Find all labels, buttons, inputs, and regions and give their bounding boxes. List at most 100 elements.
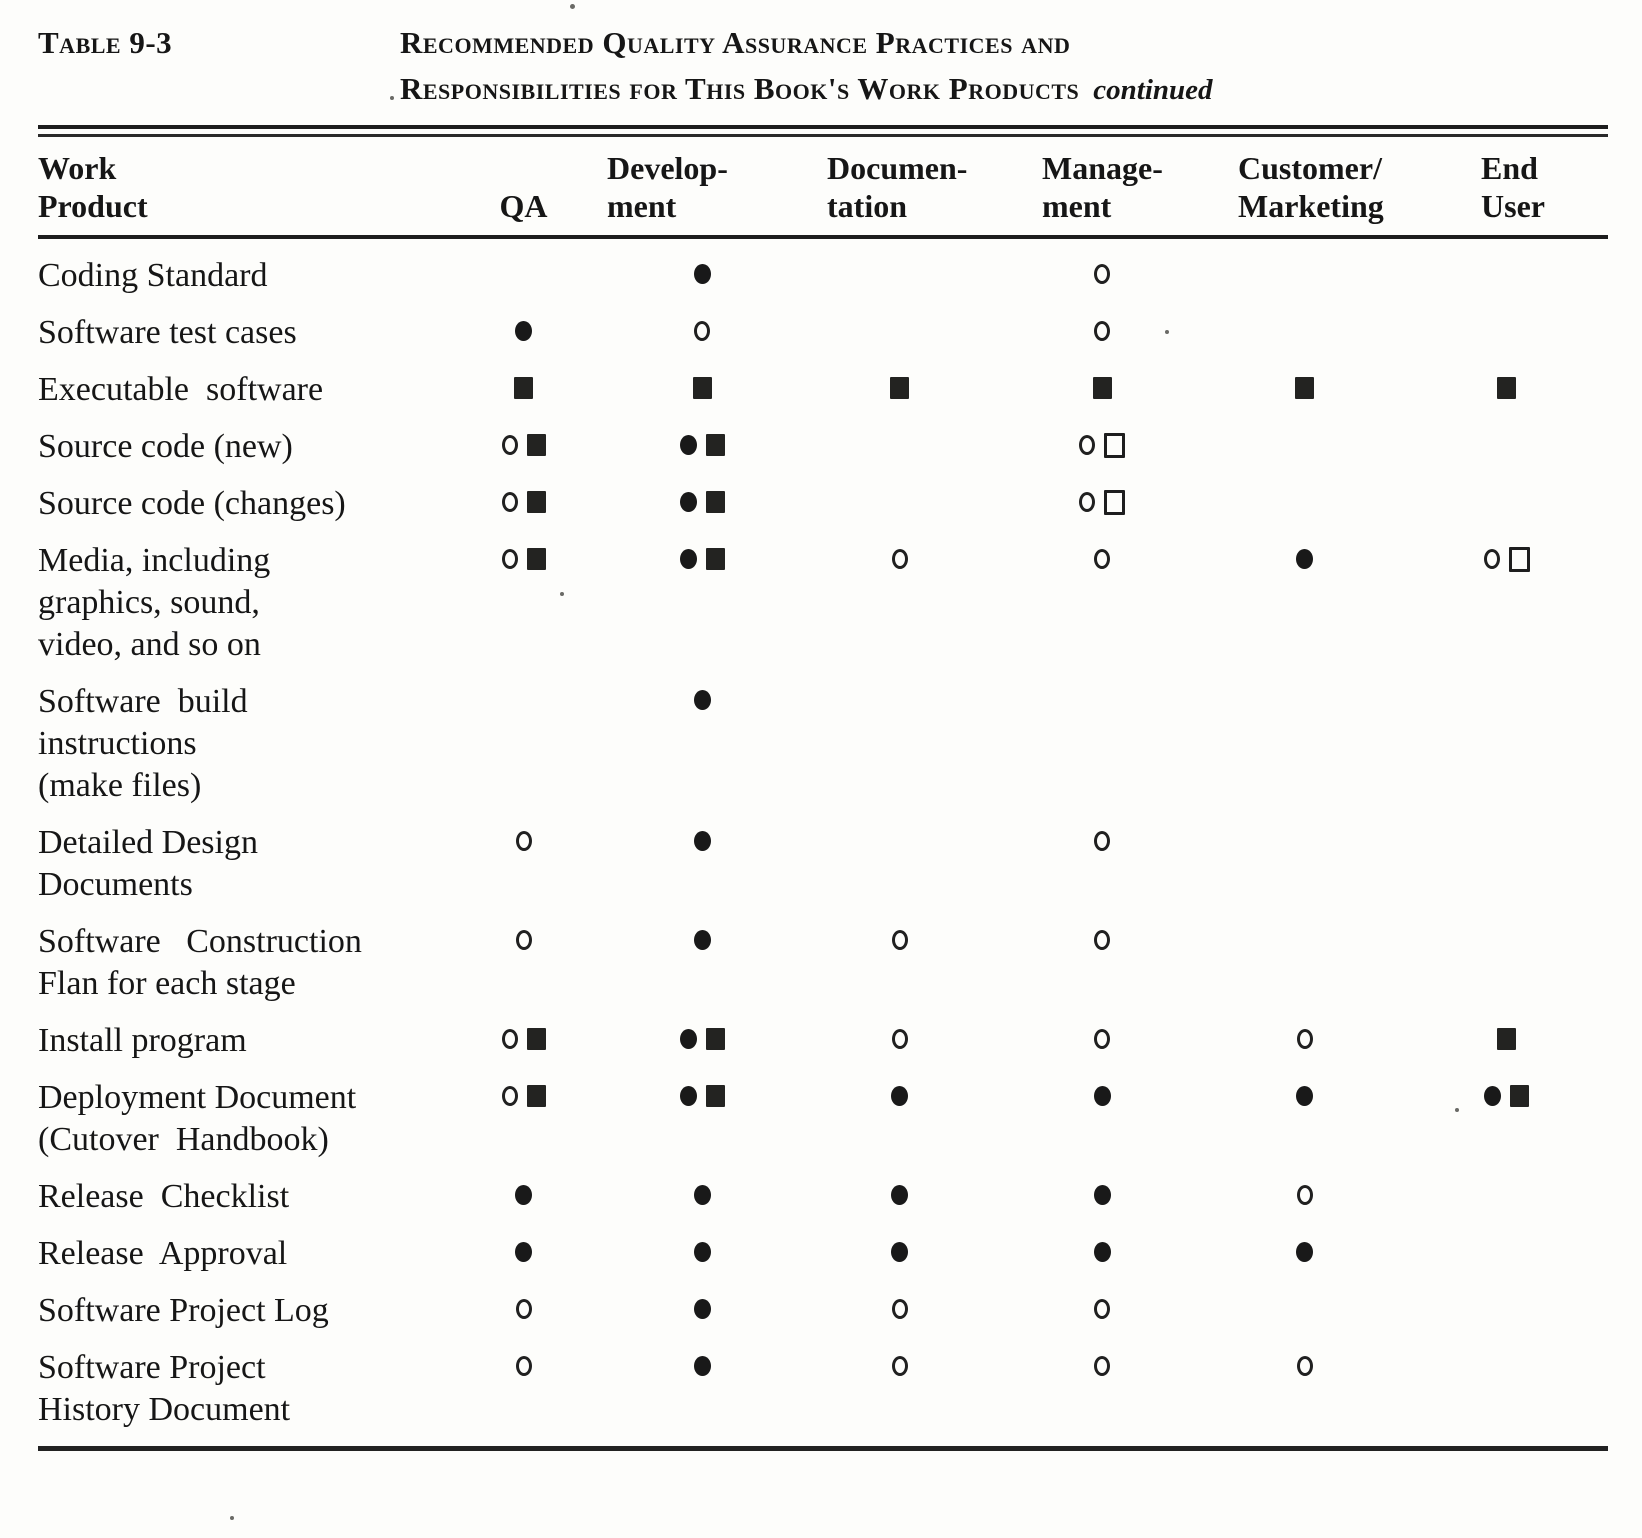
column-header-management: Manage- ment <box>1042 150 1163 224</box>
filled-circle-icon <box>679 1086 697 1106</box>
responsibility-cell <box>440 369 607 411</box>
table-caption-label: Table 9-3 <box>38 25 173 60</box>
responsibility-cell <box>440 1233 607 1275</box>
open-circle-icon <box>891 1356 908 1376</box>
open-circle-icon <box>1094 831 1110 851</box>
responsibility-cell <box>797 1347 1002 1431</box>
responsibility-cell <box>440 255 607 297</box>
filled-circle-icon <box>679 492 697 512</box>
open-square-icon <box>1104 490 1125 515</box>
table-row: Software test cases <box>38 312 1612 354</box>
filled-circle-icon <box>1296 549 1313 569</box>
open-circle-icon <box>1094 930 1110 950</box>
responsibility-cell <box>1202 1176 1407 1218</box>
caption-continued-label: continued <box>1093 74 1213 106</box>
responsibility-cell <box>1407 1233 1606 1275</box>
open-circle-icon <box>515 1356 532 1376</box>
open-circle-icon <box>501 435 518 455</box>
responsibility-cell <box>1407 1020 1606 1062</box>
responsibility-cell <box>440 1347 607 1431</box>
table-body: Coding Standard Software test cases Execut… <box>38 239 1612 1431</box>
scan-speck <box>390 96 394 100</box>
responsibility-cell <box>1002 1233 1202 1275</box>
filled-square-icon <box>514 377 533 399</box>
responsibility-cell <box>440 540 607 666</box>
work-product-label: Source code (changes) <box>38 485 346 522</box>
responsibility-cell <box>1202 1347 1407 1431</box>
filled-square-icon <box>705 548 725 570</box>
work-product-label: Executable software <box>38 371 324 408</box>
responsibility-cell <box>1407 681 1606 807</box>
responsibility-cell <box>607 369 797 411</box>
open-circle-icon <box>501 549 518 569</box>
filled-square-icon <box>526 434 546 456</box>
filled-square-icon <box>705 491 725 513</box>
table-row: Executable software <box>38 369 1612 411</box>
responsibility-cell <box>1407 822 1606 906</box>
responsibility-cell <box>1407 540 1606 666</box>
filled-circle-icon <box>1093 1185 1111 1205</box>
filled-square-icon <box>1497 1028 1516 1050</box>
responsibility-cell <box>1002 1176 1202 1218</box>
responsibility-cell <box>440 426 607 468</box>
column-header-customer-marketing: Customer/ Marketing <box>1238 150 1384 224</box>
open-circle-icon <box>1094 1356 1110 1376</box>
filled-circle-icon <box>891 1242 908 1262</box>
table-row: Software build instructions (make files) <box>38 681 1612 807</box>
open-square-icon <box>1104 433 1125 458</box>
filled-circle-icon <box>1296 1242 1313 1262</box>
responsibility-cell <box>797 1290 1002 1332</box>
open-circle-icon <box>1094 264 1110 284</box>
responsibility-cell <box>607 681 797 807</box>
filled-square-icon <box>1497 377 1516 399</box>
responsibility-cell <box>607 426 797 468</box>
responsibility-cell <box>797 921 1002 1005</box>
responsibility-cell <box>1407 255 1606 297</box>
open-square-icon <box>1508 547 1530 572</box>
table-row: Source code (changes) <box>38 483 1612 525</box>
responsibility-cell <box>797 1176 1002 1218</box>
open-circle-icon <box>1094 1029 1110 1049</box>
responsibility-cell <box>1202 1233 1407 1275</box>
filled-circle-icon <box>515 321 532 341</box>
filled-square-icon <box>705 434 725 456</box>
filled-circle-icon <box>679 549 697 569</box>
responsibility-cell <box>1202 426 1407 468</box>
filled-square-icon <box>526 1028 546 1050</box>
work-product-label: Release Checklist <box>38 1178 290 1215</box>
open-circle-icon <box>501 492 518 512</box>
open-circle-icon <box>1296 1185 1313 1205</box>
open-circle-icon <box>515 930 532 950</box>
scan-speck <box>560 592 564 596</box>
filled-square-icon <box>705 1028 725 1050</box>
filled-square-icon <box>890 377 909 399</box>
responsibility-cell <box>440 312 607 354</box>
responsibility-cell <box>1202 255 1407 297</box>
responsibility-cell <box>797 540 1002 666</box>
bottom-rule <box>38 1446 1608 1451</box>
table-row: Media, including graphics, sound, video,… <box>38 540 1612 666</box>
column-header-development: Develop- ment <box>607 150 728 224</box>
responsibility-cell <box>797 312 1002 354</box>
caption-title-line2: Responsibilities for This Book's Work Pr… <box>400 71 1213 106</box>
filled-square-icon <box>526 548 546 570</box>
open-circle-icon <box>1094 321 1110 341</box>
table-row: Coding Standard <box>38 255 1612 297</box>
responsibility-cell <box>607 921 797 1005</box>
responsibility-cell <box>1002 822 1202 906</box>
responsibility-cell <box>440 1290 607 1332</box>
filled-circle-icon <box>1093 1242 1111 1262</box>
responsibility-cell <box>1002 255 1202 297</box>
open-circle-icon <box>1483 549 1500 569</box>
responsibility-cell <box>797 1233 1002 1275</box>
open-circle-icon <box>515 831 532 851</box>
filled-circle-icon <box>693 1299 711 1319</box>
responsibility-cell <box>1002 483 1202 525</box>
work-product-label: Software Project History Document <box>38 1349 291 1428</box>
filled-circle-icon <box>1093 1086 1111 1106</box>
table-caption: Table 9-3 Recommended Quality Assurance … <box>38 20 1612 113</box>
scan-speck <box>1165 330 1169 334</box>
responsibility-cell <box>1002 540 1202 666</box>
column-header-end-user: End User <box>1481 150 1545 224</box>
filled-circle-icon <box>693 690 711 710</box>
